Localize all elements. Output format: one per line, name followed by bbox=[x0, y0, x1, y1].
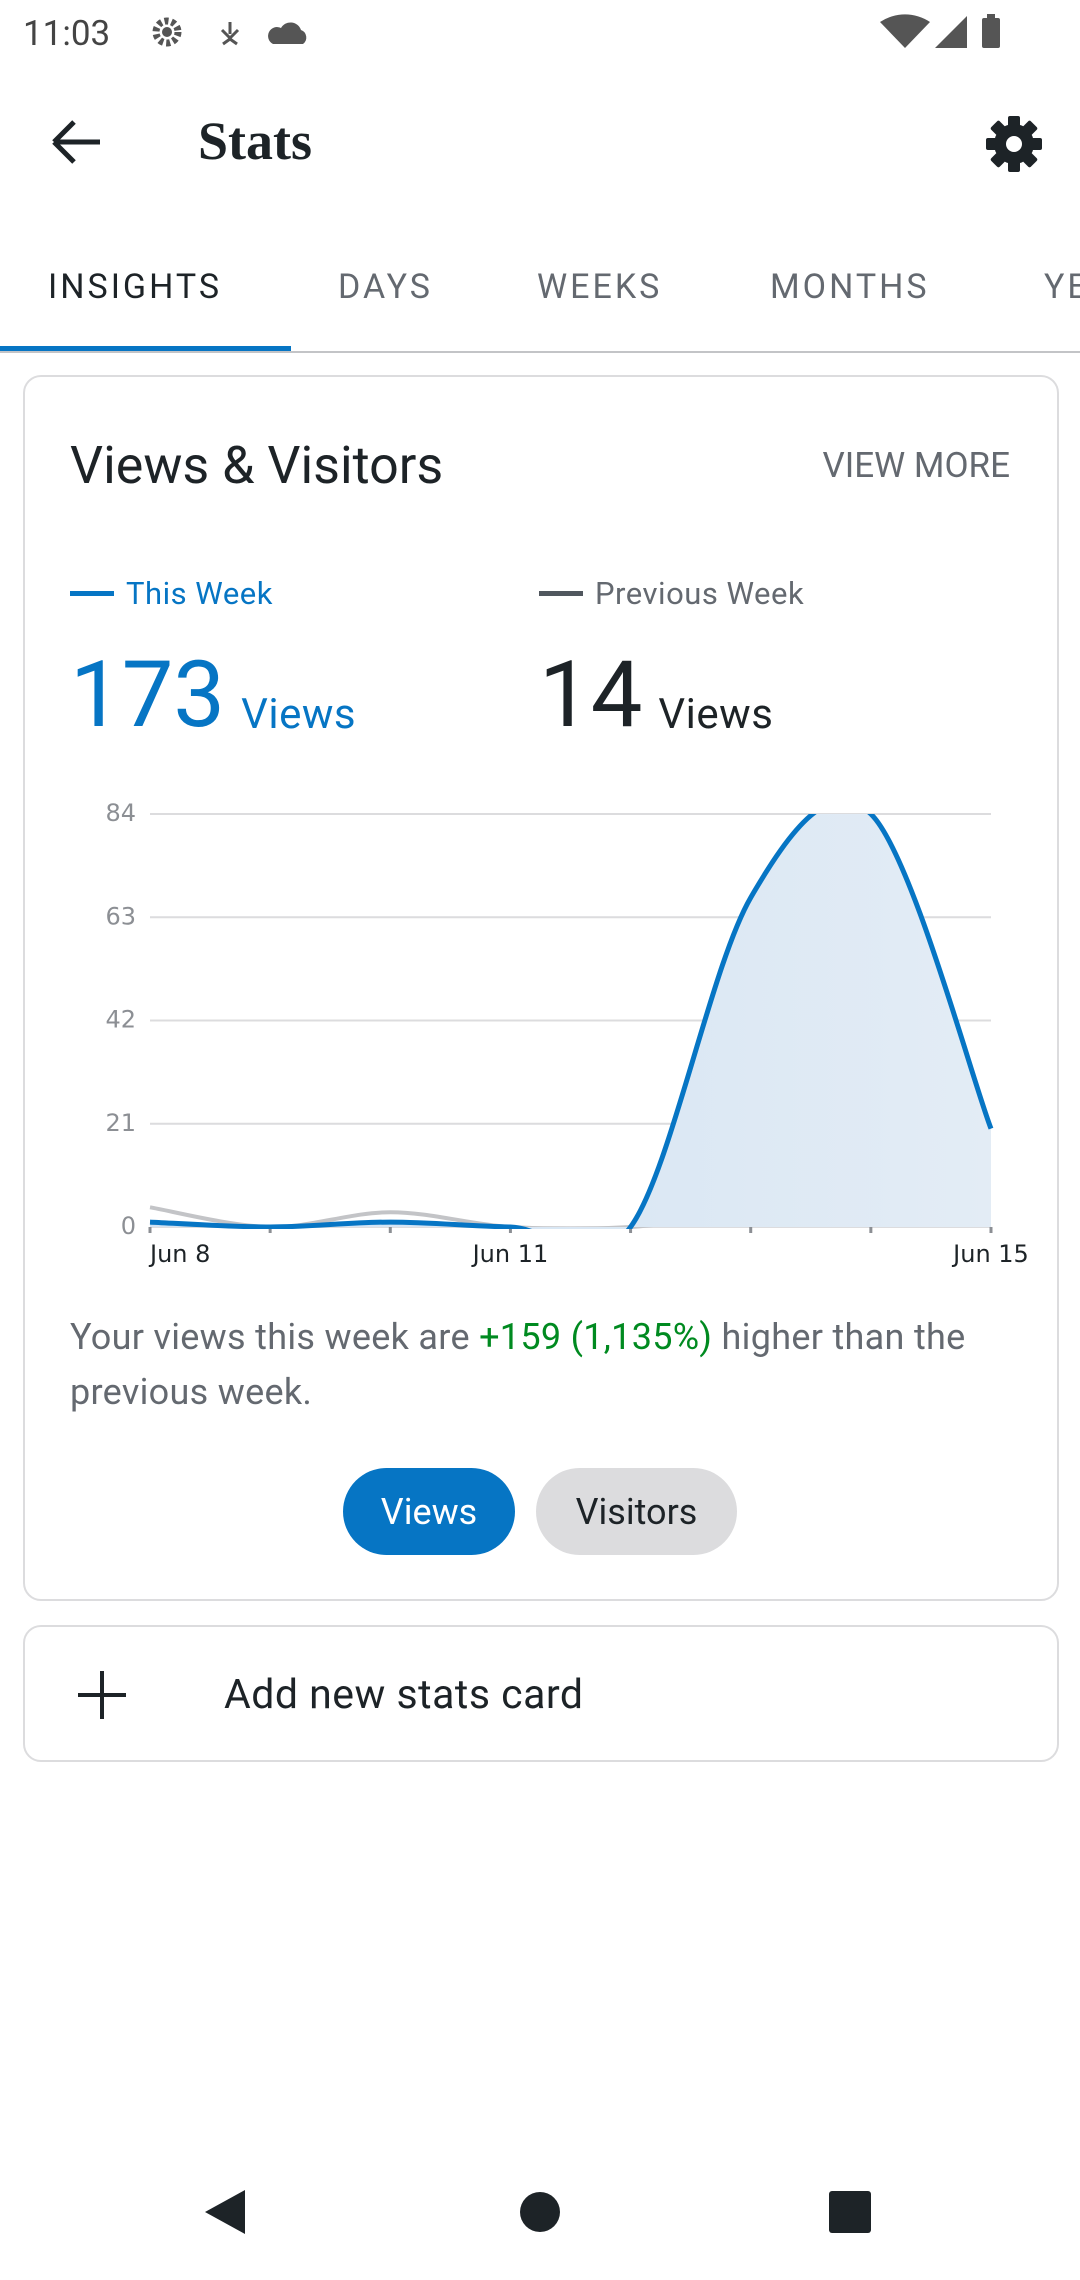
tab[interactable]: MONTHS bbox=[770, 267, 930, 307]
settings-button[interactable] bbox=[986, 116, 1042, 172]
x-tick-label: Jun 15 bbox=[951, 1240, 1029, 1268]
legend-label: This Week bbox=[126, 575, 273, 612]
series-line bbox=[149, 814, 994, 1229]
legend-swatch bbox=[539, 591, 583, 596]
area bbox=[150, 814, 991, 1229]
y-tick-label: 21 bbox=[105, 1109, 136, 1137]
tab-indicator bbox=[0, 346, 291, 352]
card-title: Views & Visitors bbox=[70, 435, 444, 496]
y-tick-label: 84 bbox=[105, 799, 136, 827]
add-card-label: Add new stats card bbox=[224, 1671, 584, 1719]
app-title: Stats bbox=[198, 111, 313, 171]
back-button[interactable] bbox=[50, 118, 104, 166]
status-right-icons bbox=[880, 14, 1000, 49]
views-card bbox=[23, 375, 1059, 1601]
summary: Your views this week are +159 (1,135%) h… bbox=[70, 1310, 1020, 1420]
status-icons bbox=[152, 17, 307, 47]
tab[interactable]: INSIGHTS bbox=[48, 267, 223, 307]
status-time: 11:03 bbox=[23, 13, 111, 54]
tab[interactable]: DAYS bbox=[338, 267, 433, 307]
tab-divider bbox=[0, 351, 1080, 353]
tab[interactable]: YEARS bbox=[1044, 267, 1080, 307]
summary-change: +159 (1,135%) bbox=[479, 1316, 713, 1358]
legend-unit: Views bbox=[241, 690, 357, 739]
y-tick-label: 42 bbox=[105, 1006, 136, 1034]
x-tick-label: Jun 11 bbox=[471, 1240, 549, 1268]
nav-bar bbox=[205, 2190, 871, 2234]
y-tick-label: 63 bbox=[105, 902, 136, 930]
summary-text: higher than the previous week. bbox=[70, 1316, 966, 1413]
legend-unit: Views bbox=[658, 690, 774, 739]
summary-text: Your views this week are bbox=[70, 1316, 480, 1358]
y-tick-label: 0 bbox=[121, 1212, 136, 1240]
legend-label: Previous Week bbox=[595, 575, 805, 612]
nav-home[interactable] bbox=[520, 2192, 560, 2232]
legend-swatch bbox=[70, 591, 114, 596]
chart: 0 21 42 63 84 Jun 8 Jun 11 Jun 15 bbox=[105, 799, 1029, 1268]
legend-value: 14 bbox=[539, 642, 643, 749]
nav-back[interactable] bbox=[205, 2190, 245, 2234]
legend-value: 173 bbox=[70, 642, 226, 749]
nav-recents[interactable] bbox=[829, 2191, 871, 2233]
tab[interactable]: WEEKS bbox=[537, 267, 663, 307]
add-card[interactable] bbox=[23, 1625, 1059, 1762]
x-tick-label: Jun 8 bbox=[148, 1240, 210, 1268]
toggle-visitors[interactable]: Visitors bbox=[536, 1468, 737, 1555]
toggle-views[interactable]: Views bbox=[343, 1468, 515, 1555]
plus-icon bbox=[78, 1671, 126, 1719]
view-more[interactable]: VIEW MORE bbox=[822, 445, 1010, 486]
